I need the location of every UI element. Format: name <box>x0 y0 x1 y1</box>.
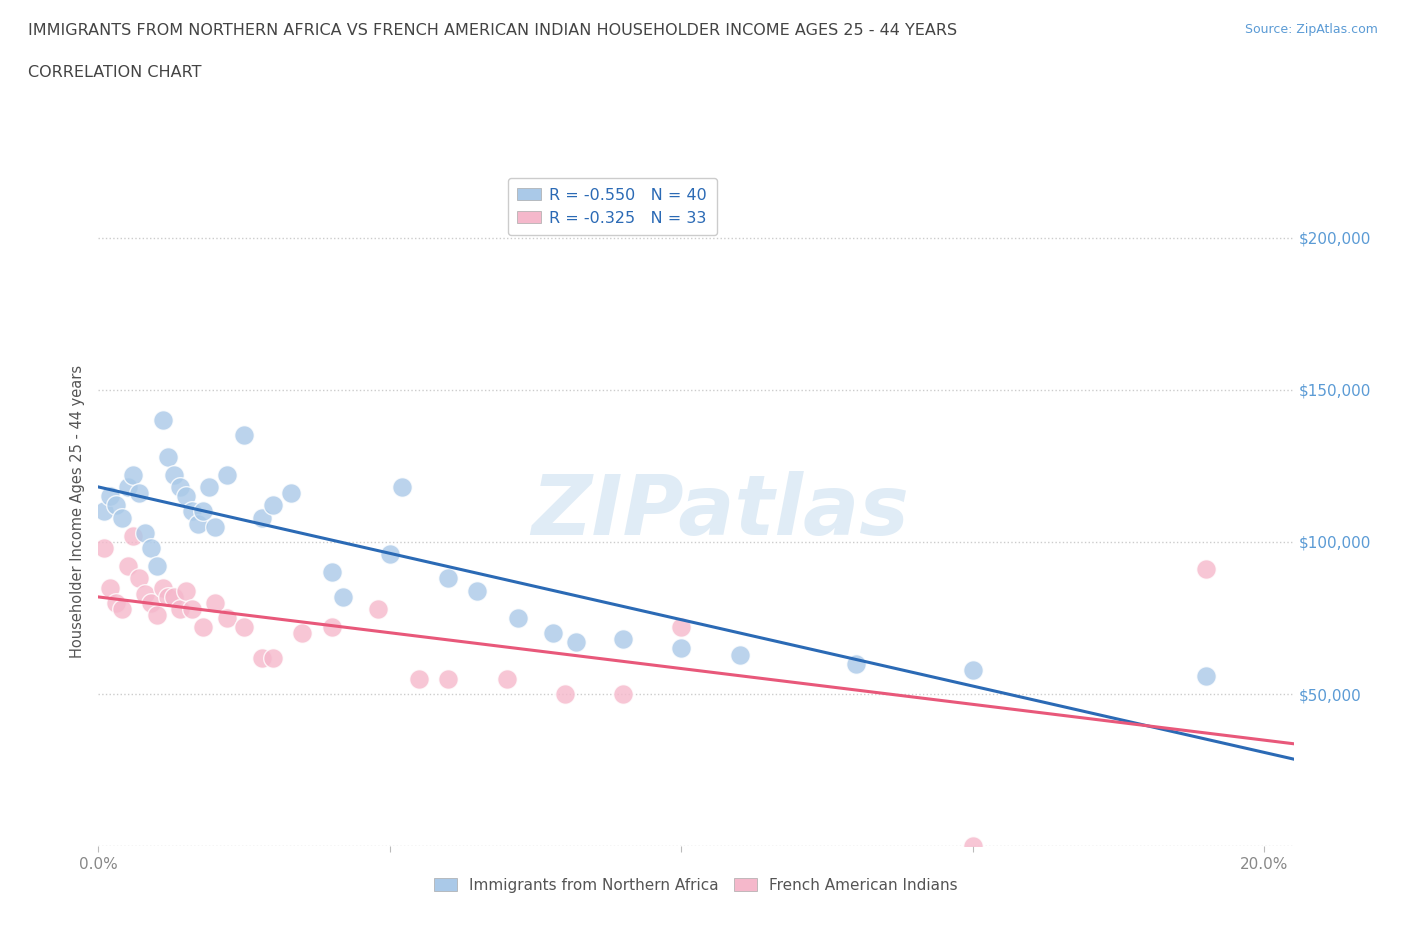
Point <box>145 559 167 574</box>
Point <box>204 595 226 610</box>
Point <box>1195 669 1218 684</box>
Point <box>117 480 139 495</box>
Point <box>962 662 984 677</box>
Point <box>139 540 162 555</box>
Point <box>437 671 460 686</box>
Point <box>134 525 156 540</box>
Point <box>1195 562 1218 577</box>
Point <box>962 839 984 854</box>
Point <box>565 635 588 650</box>
Point <box>193 504 215 519</box>
Point <box>139 595 162 610</box>
Point <box>391 480 413 495</box>
Point <box>117 559 139 574</box>
Text: CORRELATION CHART: CORRELATION CHART <box>28 65 201 80</box>
Point <box>111 602 134 617</box>
Point <box>145 607 167 622</box>
Point <box>163 590 186 604</box>
Point <box>233 619 256 634</box>
Point <box>128 485 150 500</box>
Point <box>163 468 186 483</box>
Point <box>157 449 180 464</box>
Point <box>180 602 202 617</box>
Point <box>250 511 273 525</box>
Point <box>215 468 238 483</box>
Point <box>467 583 489 598</box>
Point <box>233 428 256 443</box>
Point <box>554 686 576 701</box>
Point <box>93 504 115 519</box>
Legend: Immigrants from Northern Africa, French American Indians: Immigrants from Northern Africa, French … <box>427 871 965 899</box>
Point <box>104 595 127 610</box>
Point <box>122 528 145 543</box>
Point <box>612 686 634 701</box>
Point <box>134 586 156 601</box>
Text: Source: ZipAtlas.com: Source: ZipAtlas.com <box>1244 23 1378 36</box>
Point <box>321 619 343 634</box>
Text: ZIPatlas: ZIPatlas <box>531 471 908 552</box>
Point <box>180 504 202 519</box>
Point <box>174 489 197 504</box>
Point <box>671 641 693 656</box>
Point <box>152 580 174 595</box>
Point <box>111 511 134 525</box>
Point <box>321 565 343 579</box>
Point <box>93 540 115 555</box>
Point <box>98 580 121 595</box>
Point <box>367 602 389 617</box>
Point <box>262 650 284 665</box>
Point <box>186 516 208 531</box>
Point <box>728 647 751 662</box>
Point <box>198 480 221 495</box>
Point <box>845 657 868 671</box>
Point <box>193 619 215 634</box>
Point <box>98 489 121 504</box>
Point <box>378 547 401 562</box>
Point <box>291 626 314 641</box>
Point <box>671 619 693 634</box>
Text: IMMIGRANTS FROM NORTHERN AFRICA VS FRENCH AMERICAN INDIAN HOUSEHOLDER INCOME AGE: IMMIGRANTS FROM NORTHERN AFRICA VS FRENC… <box>28 23 957 38</box>
Point <box>215 611 238 626</box>
Y-axis label: Householder Income Ages 25 - 44 years: Householder Income Ages 25 - 44 years <box>70 365 86 658</box>
Point <box>104 498 127 512</box>
Point <box>541 626 564 641</box>
Point <box>204 519 226 534</box>
Point <box>332 590 354 604</box>
Point <box>174 583 197 598</box>
Point <box>280 485 302 500</box>
Point <box>437 571 460 586</box>
Point <box>128 571 150 586</box>
Point <box>250 650 273 665</box>
Point <box>152 413 174 428</box>
Point <box>122 468 145 483</box>
Point <box>262 498 284 512</box>
Point <box>495 671 517 686</box>
Point <box>612 631 634 646</box>
Point <box>157 590 180 604</box>
Point <box>508 611 530 626</box>
Point <box>169 480 191 495</box>
Point <box>169 602 191 617</box>
Point <box>408 671 430 686</box>
